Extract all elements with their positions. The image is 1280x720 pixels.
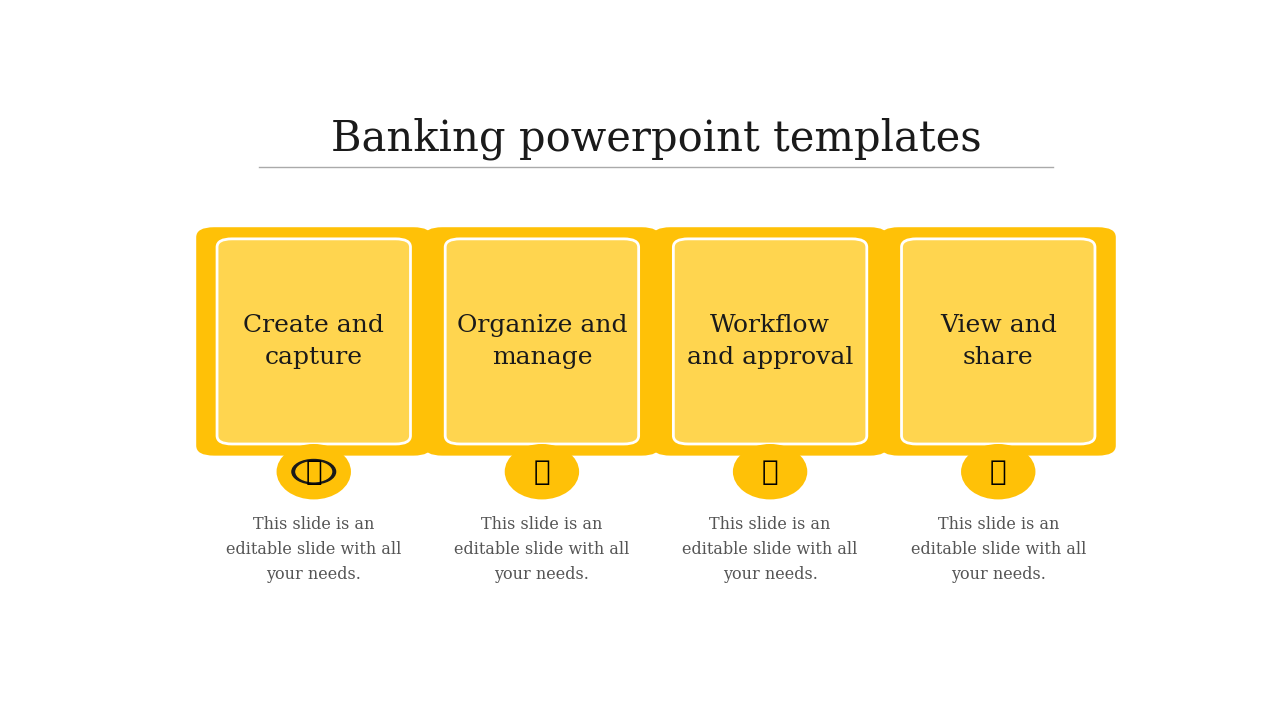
FancyBboxPatch shape: [901, 239, 1094, 444]
FancyBboxPatch shape: [425, 228, 659, 456]
Ellipse shape: [961, 444, 1036, 500]
Ellipse shape: [733, 444, 808, 500]
Text: 📻: 📻: [762, 458, 778, 486]
Text: This slide is an
editable slide with all
your needs.: This slide is an editable slide with all…: [227, 516, 402, 582]
FancyBboxPatch shape: [196, 228, 431, 456]
Text: View and
share: View and share: [940, 314, 1057, 369]
Ellipse shape: [504, 444, 579, 500]
FancyBboxPatch shape: [445, 239, 639, 444]
FancyBboxPatch shape: [218, 239, 411, 444]
Text: Banking powerpoint templates: Banking powerpoint templates: [330, 118, 982, 161]
Text: This slide is an
editable slide with all
your needs.: This slide is an editable slide with all…: [682, 516, 858, 582]
FancyBboxPatch shape: [881, 228, 1116, 456]
Text: 🐷: 🐷: [306, 458, 323, 486]
Text: This slide is an
editable slide with all
your needs.: This slide is an editable slide with all…: [454, 516, 630, 582]
Text: 🏛: 🏛: [989, 458, 1006, 486]
Circle shape: [296, 462, 332, 482]
Ellipse shape: [276, 444, 351, 500]
FancyBboxPatch shape: [673, 239, 867, 444]
Text: Create and
capture: Create and capture: [243, 314, 384, 369]
Text: Workflow
and approval: Workflow and approval: [687, 314, 854, 369]
Text: 📊: 📊: [534, 458, 550, 486]
Circle shape: [292, 459, 335, 484]
Text: Organize and
manage: Organize and manage: [457, 314, 627, 369]
FancyBboxPatch shape: [653, 228, 887, 456]
Text: This slide is an
editable slide with all
your needs.: This slide is an editable slide with all…: [910, 516, 1085, 582]
